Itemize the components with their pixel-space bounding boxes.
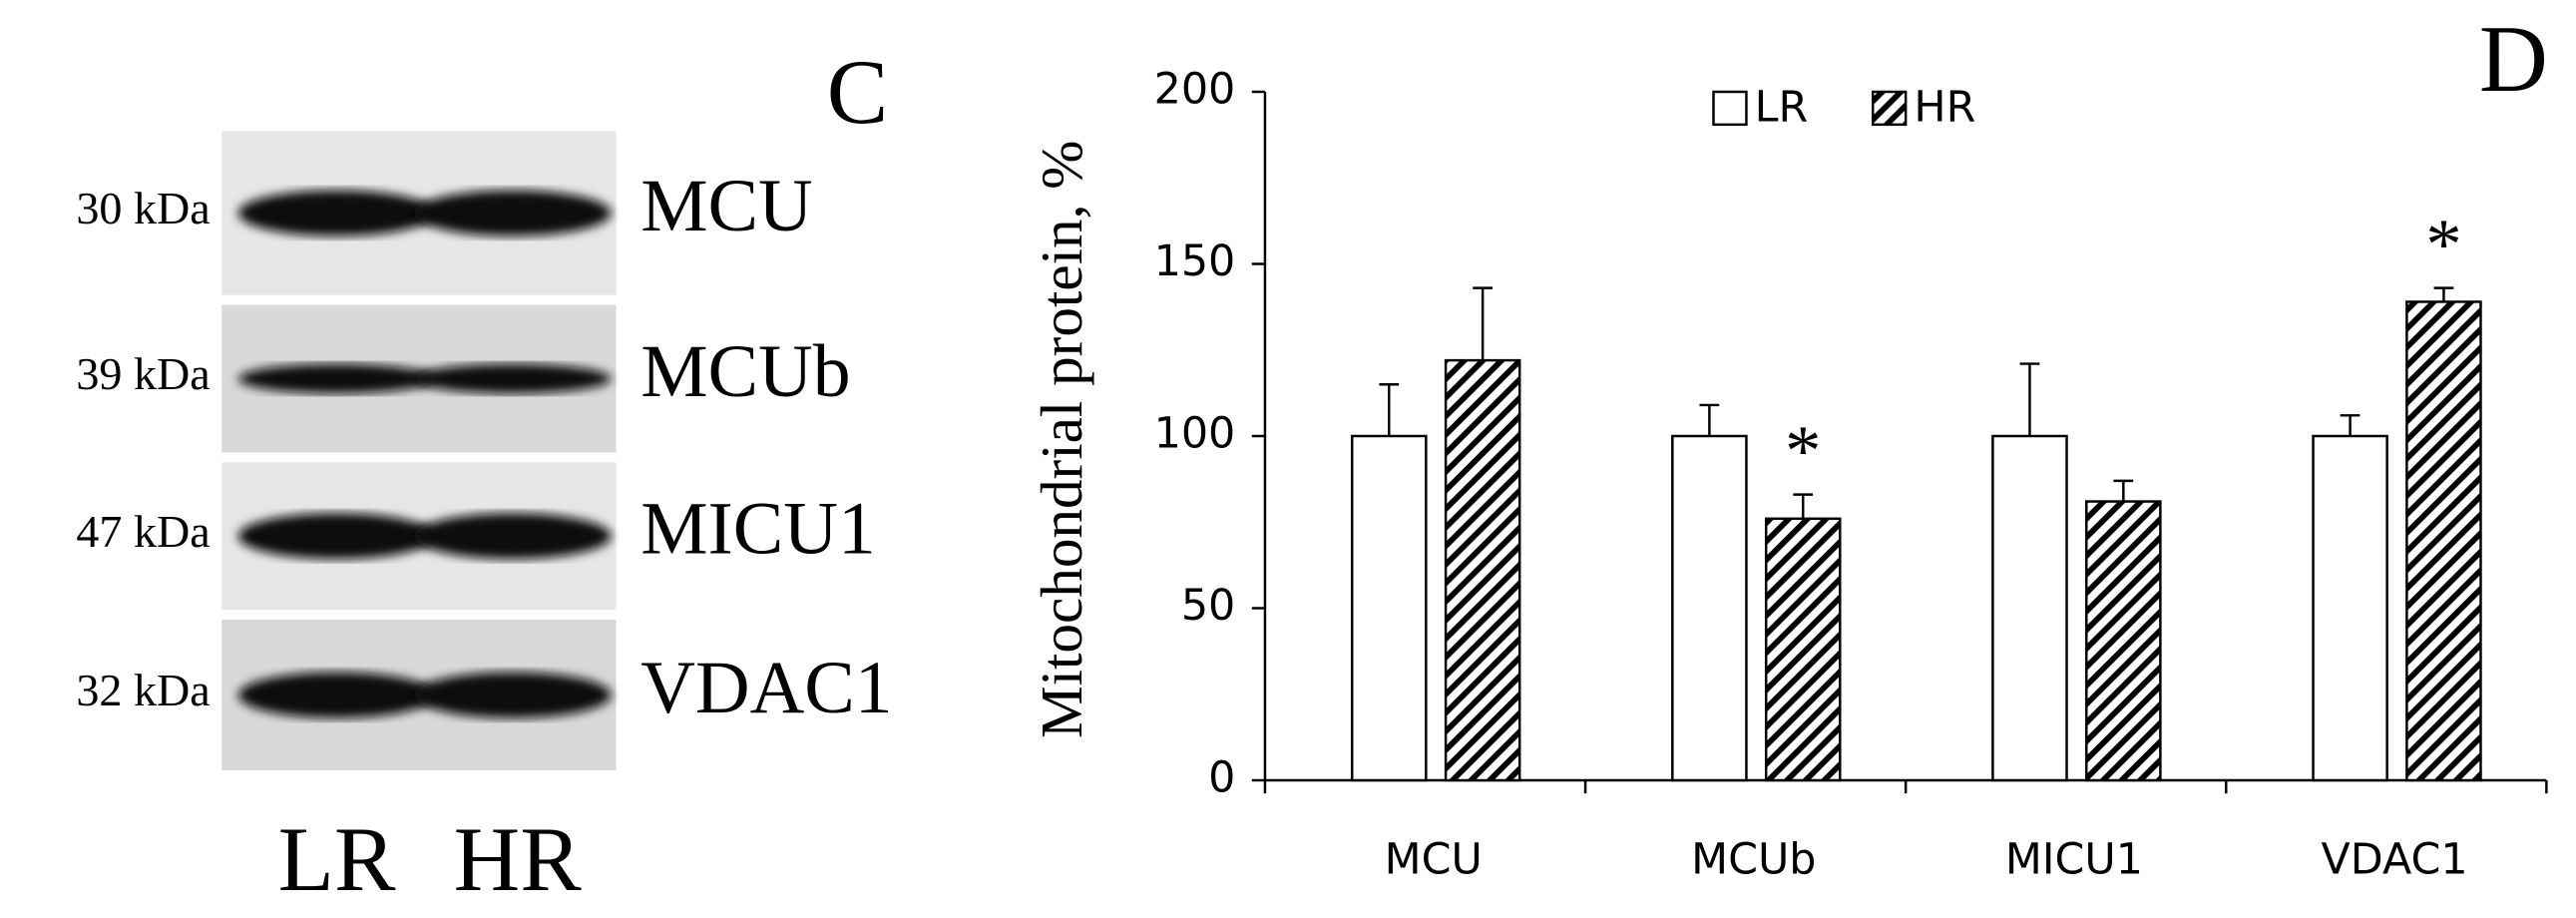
bar	[1671, 434, 1748, 782]
lane-label: LR	[278, 808, 396, 910]
x-tick-label: MICU1	[2005, 835, 2143, 885]
y-tick-label: 200	[1154, 65, 1236, 115]
band	[413, 513, 612, 560]
x-tick-label: VDAC1	[2321, 835, 2467, 885]
error-bar	[1473, 286, 1494, 361]
error-bar	[1699, 403, 1720, 436]
bar	[1764, 517, 1842, 782]
significance-mark: *	[1785, 411, 1821, 491]
protein-label: MICU1	[641, 488, 876, 571]
protein-label: VDAC1	[641, 647, 892, 729]
error-bar	[2340, 414, 2361, 436]
weight-label: 39 kDa	[76, 348, 210, 399]
y-axis-label: Mitochondrial protein, %	[1029, 141, 1094, 738]
y-tick-label: 150	[1154, 236, 1236, 286]
weight-label: 30 kDa	[76, 183, 210, 233]
legend-label: LR	[1755, 83, 1809, 133]
error-bar	[1793, 493, 1814, 519]
bar	[1350, 434, 1428, 782]
protein-label: MCUb	[641, 330, 850, 413]
band	[237, 190, 436, 236]
legend-label: HR	[1914, 83, 1975, 133]
weight-label: 32 kDa	[76, 665, 210, 715]
band	[413, 190, 612, 236]
error-bar	[1379, 383, 1400, 436]
panel-label: D	[2479, 6, 2548, 112]
y-tick-label: 100	[1154, 409, 1236, 459]
lane-label: HR	[454, 808, 583, 910]
bar	[2405, 300, 2482, 782]
bar	[1444, 358, 1521, 782]
protein-label: MCU	[641, 165, 813, 247]
x-tick-label: MCUb	[1691, 835, 1816, 885]
legend-swatch	[1871, 90, 1908, 127]
band	[237, 513, 436, 560]
weight-label: 47 kDa	[76, 506, 210, 557]
bar-chart: D Mitochondrial protein, % 0 50 100 150 200 M…	[1029, 6, 2548, 885]
western-blot: C LR HR 30 kDa MCU 39 kDa MCUb 47 kDa MICU1 32…	[76, 41, 892, 910]
error-bar	[2019, 362, 2040, 436]
bar	[1991, 434, 2068, 782]
band	[237, 363, 436, 394]
error-bar	[2433, 286, 2454, 302]
x-tick-label: MCU	[1385, 835, 1483, 885]
error-bar	[2113, 479, 2134, 502]
significance-mark: *	[2425, 205, 2461, 284]
legend-swatch	[1712, 90, 1748, 127]
band	[413, 672, 612, 718]
bar	[2312, 434, 2388, 782]
y-tick-label: 0	[1208, 753, 1235, 803]
band	[237, 672, 436, 718]
panel-label: C	[827, 41, 889, 143]
bar	[2085, 500, 2162, 782]
y-tick-label: 50	[1181, 581, 1235, 631]
band	[413, 363, 612, 394]
